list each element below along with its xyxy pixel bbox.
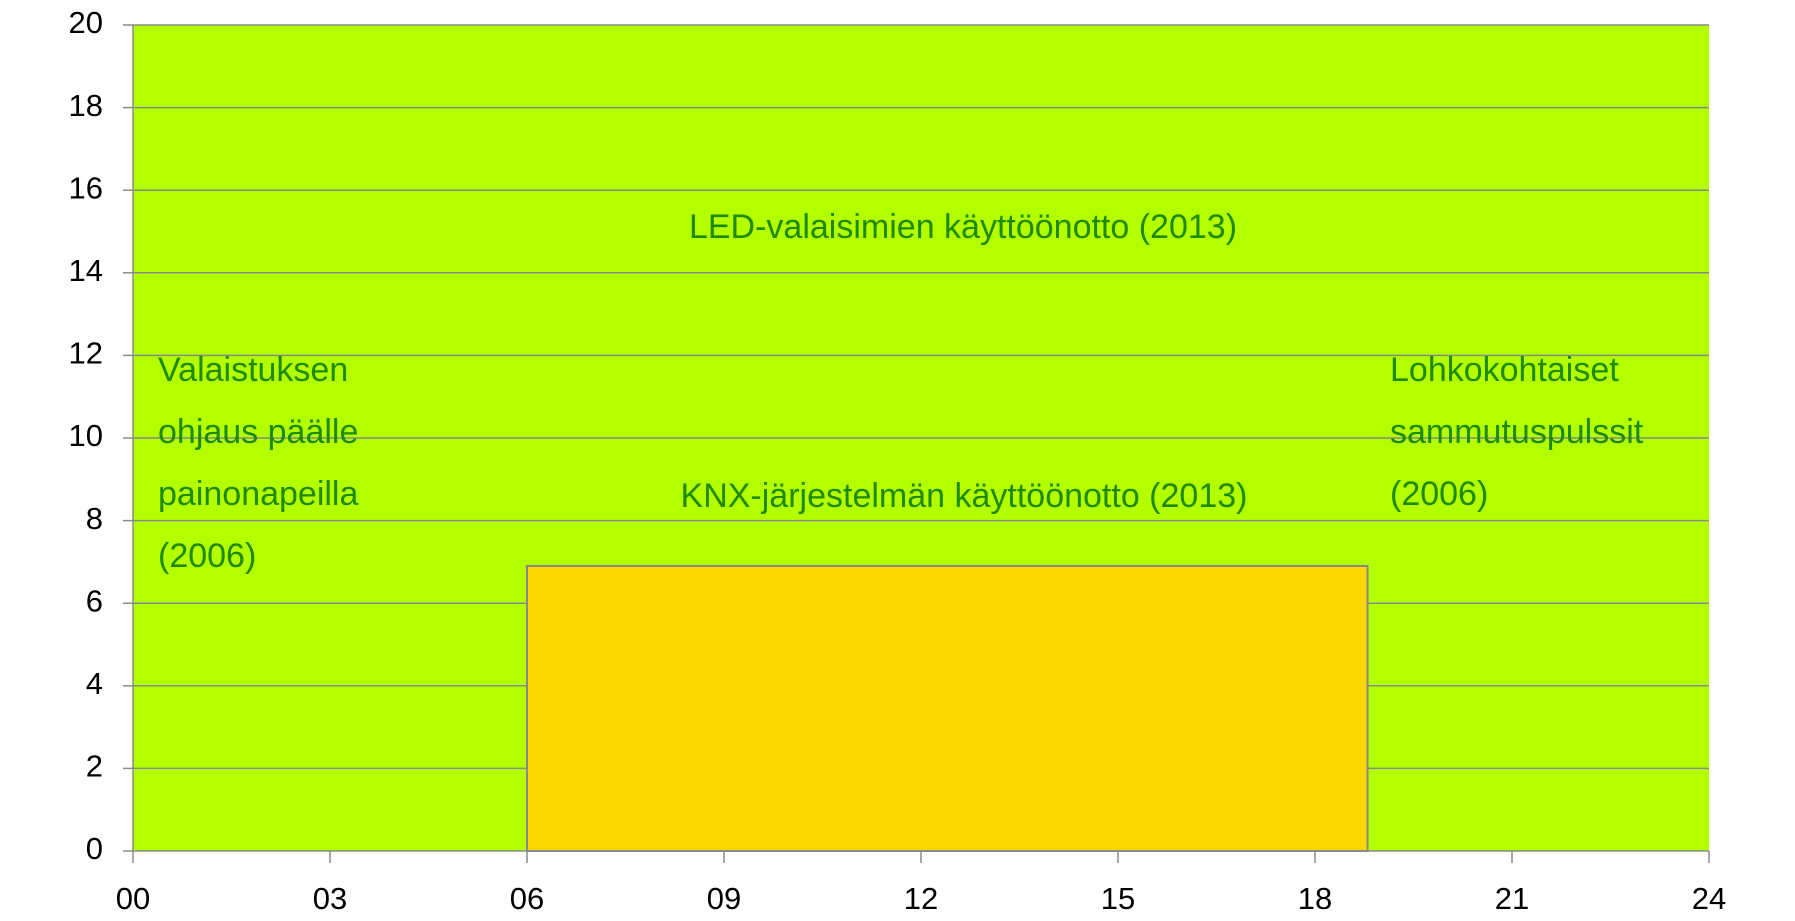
y-tick-label: 0 xyxy=(86,831,103,866)
x-tick-label: 09 xyxy=(707,881,741,916)
annotation-line: LED-valaisimien käyttöönotto (2013) xyxy=(689,208,1237,246)
y-tick-label: 8 xyxy=(86,501,103,536)
annotation-line: painonapeilla xyxy=(158,475,358,513)
x-tick-label: 12 xyxy=(904,881,938,916)
annotation: LED-valaisimien käyttöönotto (2013) xyxy=(689,208,1237,246)
annotation: KNX-järjestelmän käyttöönotto (2013) xyxy=(681,477,1248,515)
y-tick-label: 18 xyxy=(69,88,103,123)
y-tick-label: 6 xyxy=(86,583,103,618)
annotation: Valaistuksen ohjaus päälle painonapeilla (2… xyxy=(158,351,358,575)
x-tick-label: 00 xyxy=(116,881,150,916)
annotation-line: (2006) xyxy=(1390,475,1488,513)
annotation-line: KNX-järjestelmän käyttöönotto (2013) xyxy=(681,477,1248,515)
y-tick-label: 12 xyxy=(69,336,103,371)
y-tick-label: 4 xyxy=(86,666,103,701)
x-tick-label: 15 xyxy=(1101,881,1135,916)
y-tick-label: 20 xyxy=(69,5,103,40)
x-tick-label: 24 xyxy=(1692,881,1726,916)
x-tick-label: 06 xyxy=(510,881,544,916)
y-tick-label: 16 xyxy=(69,170,103,205)
annotation-line: sammutuspulssit xyxy=(1390,413,1644,451)
annotation: Lohkokohtaiset sammutuspulssit (2006) xyxy=(1390,351,1644,513)
y-tick-label: 10 xyxy=(69,418,103,453)
x-tick-label: 21 xyxy=(1495,881,1529,916)
y-tick-label: 14 xyxy=(69,253,103,288)
x-tick-label: 03 xyxy=(313,881,347,916)
annotation-line: Valaistuksen xyxy=(158,351,348,389)
area xyxy=(526,565,1369,852)
y-tick-label: 2 xyxy=(86,749,103,784)
annotation-line: (2006) xyxy=(158,537,256,575)
annotation-line: ohjaus päälle xyxy=(158,413,358,451)
x-tick-label: 18 xyxy=(1298,881,1332,916)
annotation-line: Lohkokohtaiset xyxy=(1390,351,1619,389)
